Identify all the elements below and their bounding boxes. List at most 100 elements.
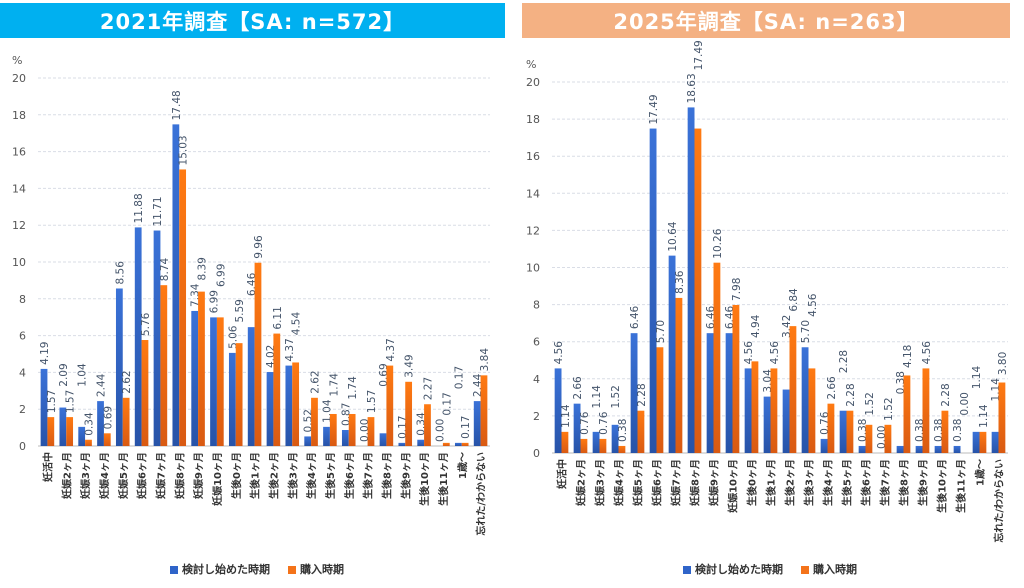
bar-consider	[134, 227, 142, 446]
data-label: 6.46	[629, 305, 641, 329]
bar-purchase	[618, 445, 626, 453]
data-label: 17.49	[648, 94, 660, 124]
data-label: 2.27	[422, 377, 434, 400]
y-tick-label: 2	[19, 403, 26, 416]
x-tick-label: 妊娠4ヶ月	[98, 452, 111, 499]
bar-purchase	[998, 382, 1006, 453]
data-label: 4.56	[553, 341, 565, 365]
data-label: 4.56	[921, 341, 933, 365]
bar-purchase	[47, 417, 55, 446]
x-tick-label: 妊娠6ヶ月	[136, 452, 149, 499]
bar-purchase	[329, 413, 337, 446]
data-label: 0.17	[460, 415, 472, 438]
x-tick-label: 生後5ヶ月	[324, 452, 337, 499]
data-label: 1.57	[65, 390, 77, 413]
data-label: 6.99	[209, 290, 221, 313]
data-label: 5.70	[800, 320, 812, 343]
data-label: 5.06	[227, 325, 239, 349]
legend-swatch	[170, 566, 178, 574]
bar-consider	[630, 333, 638, 453]
bar-purchase	[656, 347, 664, 453]
x-tick-label: 忘れた/わからない	[475, 452, 488, 536]
legend-2021: 検討し始めた時期 購入時期	[170, 561, 344, 577]
data-label: 2.28	[636, 383, 648, 406]
bar-purchase	[599, 438, 607, 453]
data-label: 2.66	[572, 376, 584, 400]
data-label: 4.56	[743, 341, 755, 365]
bar-consider	[417, 439, 425, 446]
legend-swatch	[288, 566, 296, 574]
data-label: 10.64	[667, 221, 679, 251]
y-axis-unit: %	[526, 58, 536, 71]
y-tick-label: 6	[19, 330, 26, 343]
data-label: 6.99	[215, 264, 227, 287]
bar-purchase	[713, 262, 721, 453]
x-tick-label: 生後1ヶ月	[249, 452, 262, 499]
legend-label: 購入時期	[813, 563, 857, 576]
bar-consider	[78, 426, 86, 446]
bar-purchase	[141, 340, 149, 446]
bar-consider	[896, 445, 904, 453]
data-label: 1.14	[978, 404, 990, 428]
data-label: 1.57	[46, 390, 58, 413]
bar-purchase	[235, 343, 243, 446]
y-tick-label: 0	[533, 447, 540, 460]
bar-consider	[341, 429, 349, 446]
bar-purchase	[865, 424, 873, 453]
data-label: 6.84	[788, 288, 800, 312]
bar-consider	[782, 389, 790, 453]
y-tick-label: 8	[533, 299, 540, 312]
bar-consider	[59, 407, 67, 446]
bar-consider	[725, 333, 733, 453]
y-tick-label: 10	[526, 262, 540, 275]
data-label: 2.62	[121, 370, 133, 393]
y-tick-label: 18	[12, 109, 26, 122]
data-label: 2.62	[309, 370, 321, 393]
x-tick-label: 妊娠5ヶ月	[632, 459, 645, 506]
bar-purchase	[480, 375, 488, 446]
data-label: 1.14	[971, 365, 983, 389]
x-tick-label: 妊娠8ヶ月	[173, 452, 186, 499]
data-label: 2.28	[845, 383, 857, 406]
x-tick-label: 忘れた/わからない	[993, 459, 1006, 543]
bar-purchase	[637, 410, 645, 453]
data-label: 17.49	[693, 40, 705, 70]
data-label: 2.66	[826, 376, 838, 400]
x-tick-label: 生後4ヶ月	[822, 459, 835, 506]
x-tick-label: 生後2ヶ月	[784, 459, 797, 506]
x-tick-label: 生後11ヶ月	[437, 452, 450, 506]
bar-consider	[611, 424, 619, 453]
legend-label: 検討し始めた時期	[182, 563, 270, 576]
bar-consider	[839, 410, 847, 453]
data-label: 4.56	[769, 341, 781, 365]
data-label: 4.37	[284, 338, 296, 361]
data-label: 2.28	[940, 383, 952, 406]
bar-consider	[191, 310, 199, 446]
bar-purchase	[922, 368, 930, 453]
bar-purchase	[216, 317, 224, 446]
x-tick-label: 生後1ヶ月	[765, 459, 778, 506]
bar-purchase	[179, 169, 187, 446]
x-tick-label: 生後9ヶ月	[399, 452, 412, 499]
bar-purchase	[461, 442, 469, 446]
data-label: 11.71	[152, 196, 164, 226]
y-tick-label: 8	[19, 293, 26, 306]
x-tick-label: 妊娠2ヶ月	[575, 459, 588, 506]
y-tick-label: 20	[12, 72, 26, 85]
bar-consider	[668, 255, 676, 453]
data-label: 10.26	[712, 228, 724, 258]
data-label: 1.52	[610, 385, 622, 408]
x-tick-label: 生後3ヶ月	[803, 459, 816, 506]
bar-purchase	[292, 362, 300, 446]
bar-purchase	[979, 431, 987, 453]
legend-item-s1: 検討し始めた時期	[170, 561, 270, 577]
x-tick-label: 妊娠10ヶ月	[727, 459, 740, 513]
data-label: 4.94	[750, 314, 762, 338]
bar-purchase	[846, 410, 854, 453]
bar-consider	[687, 107, 695, 453]
legend-swatch	[801, 566, 809, 574]
bar-consider	[40, 368, 48, 446]
data-label: 4.19	[39, 342, 51, 365]
legend-label: 検討し始めた時期	[695, 563, 783, 576]
data-label: 3.49	[404, 354, 416, 377]
